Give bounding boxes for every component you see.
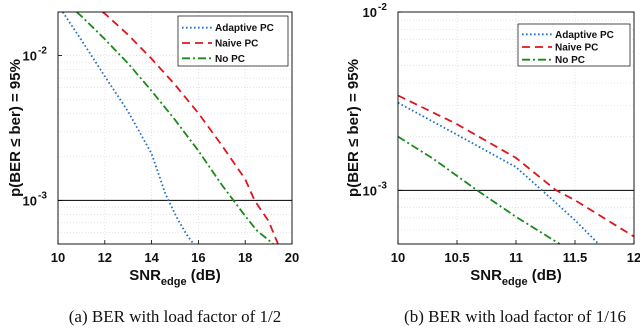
x-tick-label: 18 xyxy=(238,250,252,265)
series-line-naive-pc xyxy=(101,12,279,244)
y-tick-label: 10 xyxy=(23,193,37,208)
x-tick-label: 20 xyxy=(285,250,299,265)
x-tick-label: 12 xyxy=(98,250,112,265)
legend-label: Naive PC xyxy=(215,39,258,50)
x-tick-label: 12 xyxy=(627,250,640,265)
x-axis-label-main: SNR xyxy=(129,267,161,284)
y-tick-exponent: -3 xyxy=(378,180,387,191)
x-axis-label-unit: (dB) xyxy=(528,267,562,284)
legend-label: No PC xyxy=(555,55,585,66)
y-tick-label: 10 xyxy=(363,5,377,20)
series-line-adaptive-pc xyxy=(398,101,600,244)
y-tick-exponent: -3 xyxy=(38,190,47,201)
y-axis-label: p(BER ≤ ber) = 95% xyxy=(345,59,362,197)
x-axis-label-main: SNR xyxy=(470,267,502,284)
legend: Adaptive PC Naive PC No PC xyxy=(177,15,289,67)
legend-label: Naive PC xyxy=(555,43,598,54)
subfigure-caption: (b) BER with load factor of 1/16 xyxy=(404,307,626,326)
x-tick-label: 10 xyxy=(51,250,65,265)
y-tick-exponent: -2 xyxy=(38,46,47,57)
series-line-no-pc xyxy=(398,135,561,244)
legend-label: Adaptive PC xyxy=(555,30,614,41)
series-line-adaptive-pc xyxy=(61,12,195,244)
y-tick-exponent: -2 xyxy=(378,2,387,13)
y-tick-label: 10 xyxy=(23,49,37,64)
legend-box xyxy=(177,15,289,67)
x-tick-label: 14 xyxy=(144,250,159,265)
plot-frame xyxy=(57,11,293,245)
series-line-naive-pc xyxy=(398,94,634,238)
subfigure-caption: (a) BER with load factor of 1/2 xyxy=(69,307,281,326)
y-axis-label: p(BER ≤ ber) = 95% xyxy=(7,59,24,197)
legend-box xyxy=(517,23,631,67)
x-tick-label: 10.5 xyxy=(444,250,469,265)
x-tick-label: 11.5 xyxy=(563,250,588,265)
series-line-no-pc xyxy=(76,12,274,244)
legend-label: Adaptive PC xyxy=(215,23,274,34)
x-tick-label: 16 xyxy=(191,250,205,265)
x-axis-label-subscript: edge xyxy=(161,276,187,288)
x-tick-label: 11 xyxy=(509,250,523,265)
legend-label: No PC xyxy=(215,54,245,65)
x-axis-label-unit: (dB) xyxy=(187,267,221,284)
y-tick-label: 10 xyxy=(363,183,377,198)
x-axis-label-subscript: edge xyxy=(502,276,528,288)
x-tick-label: 10 xyxy=(391,250,405,265)
x-axis-label: SNRedge (dB) xyxy=(470,267,562,288)
x-axis-label: SNRedge (dB) xyxy=(129,267,221,288)
